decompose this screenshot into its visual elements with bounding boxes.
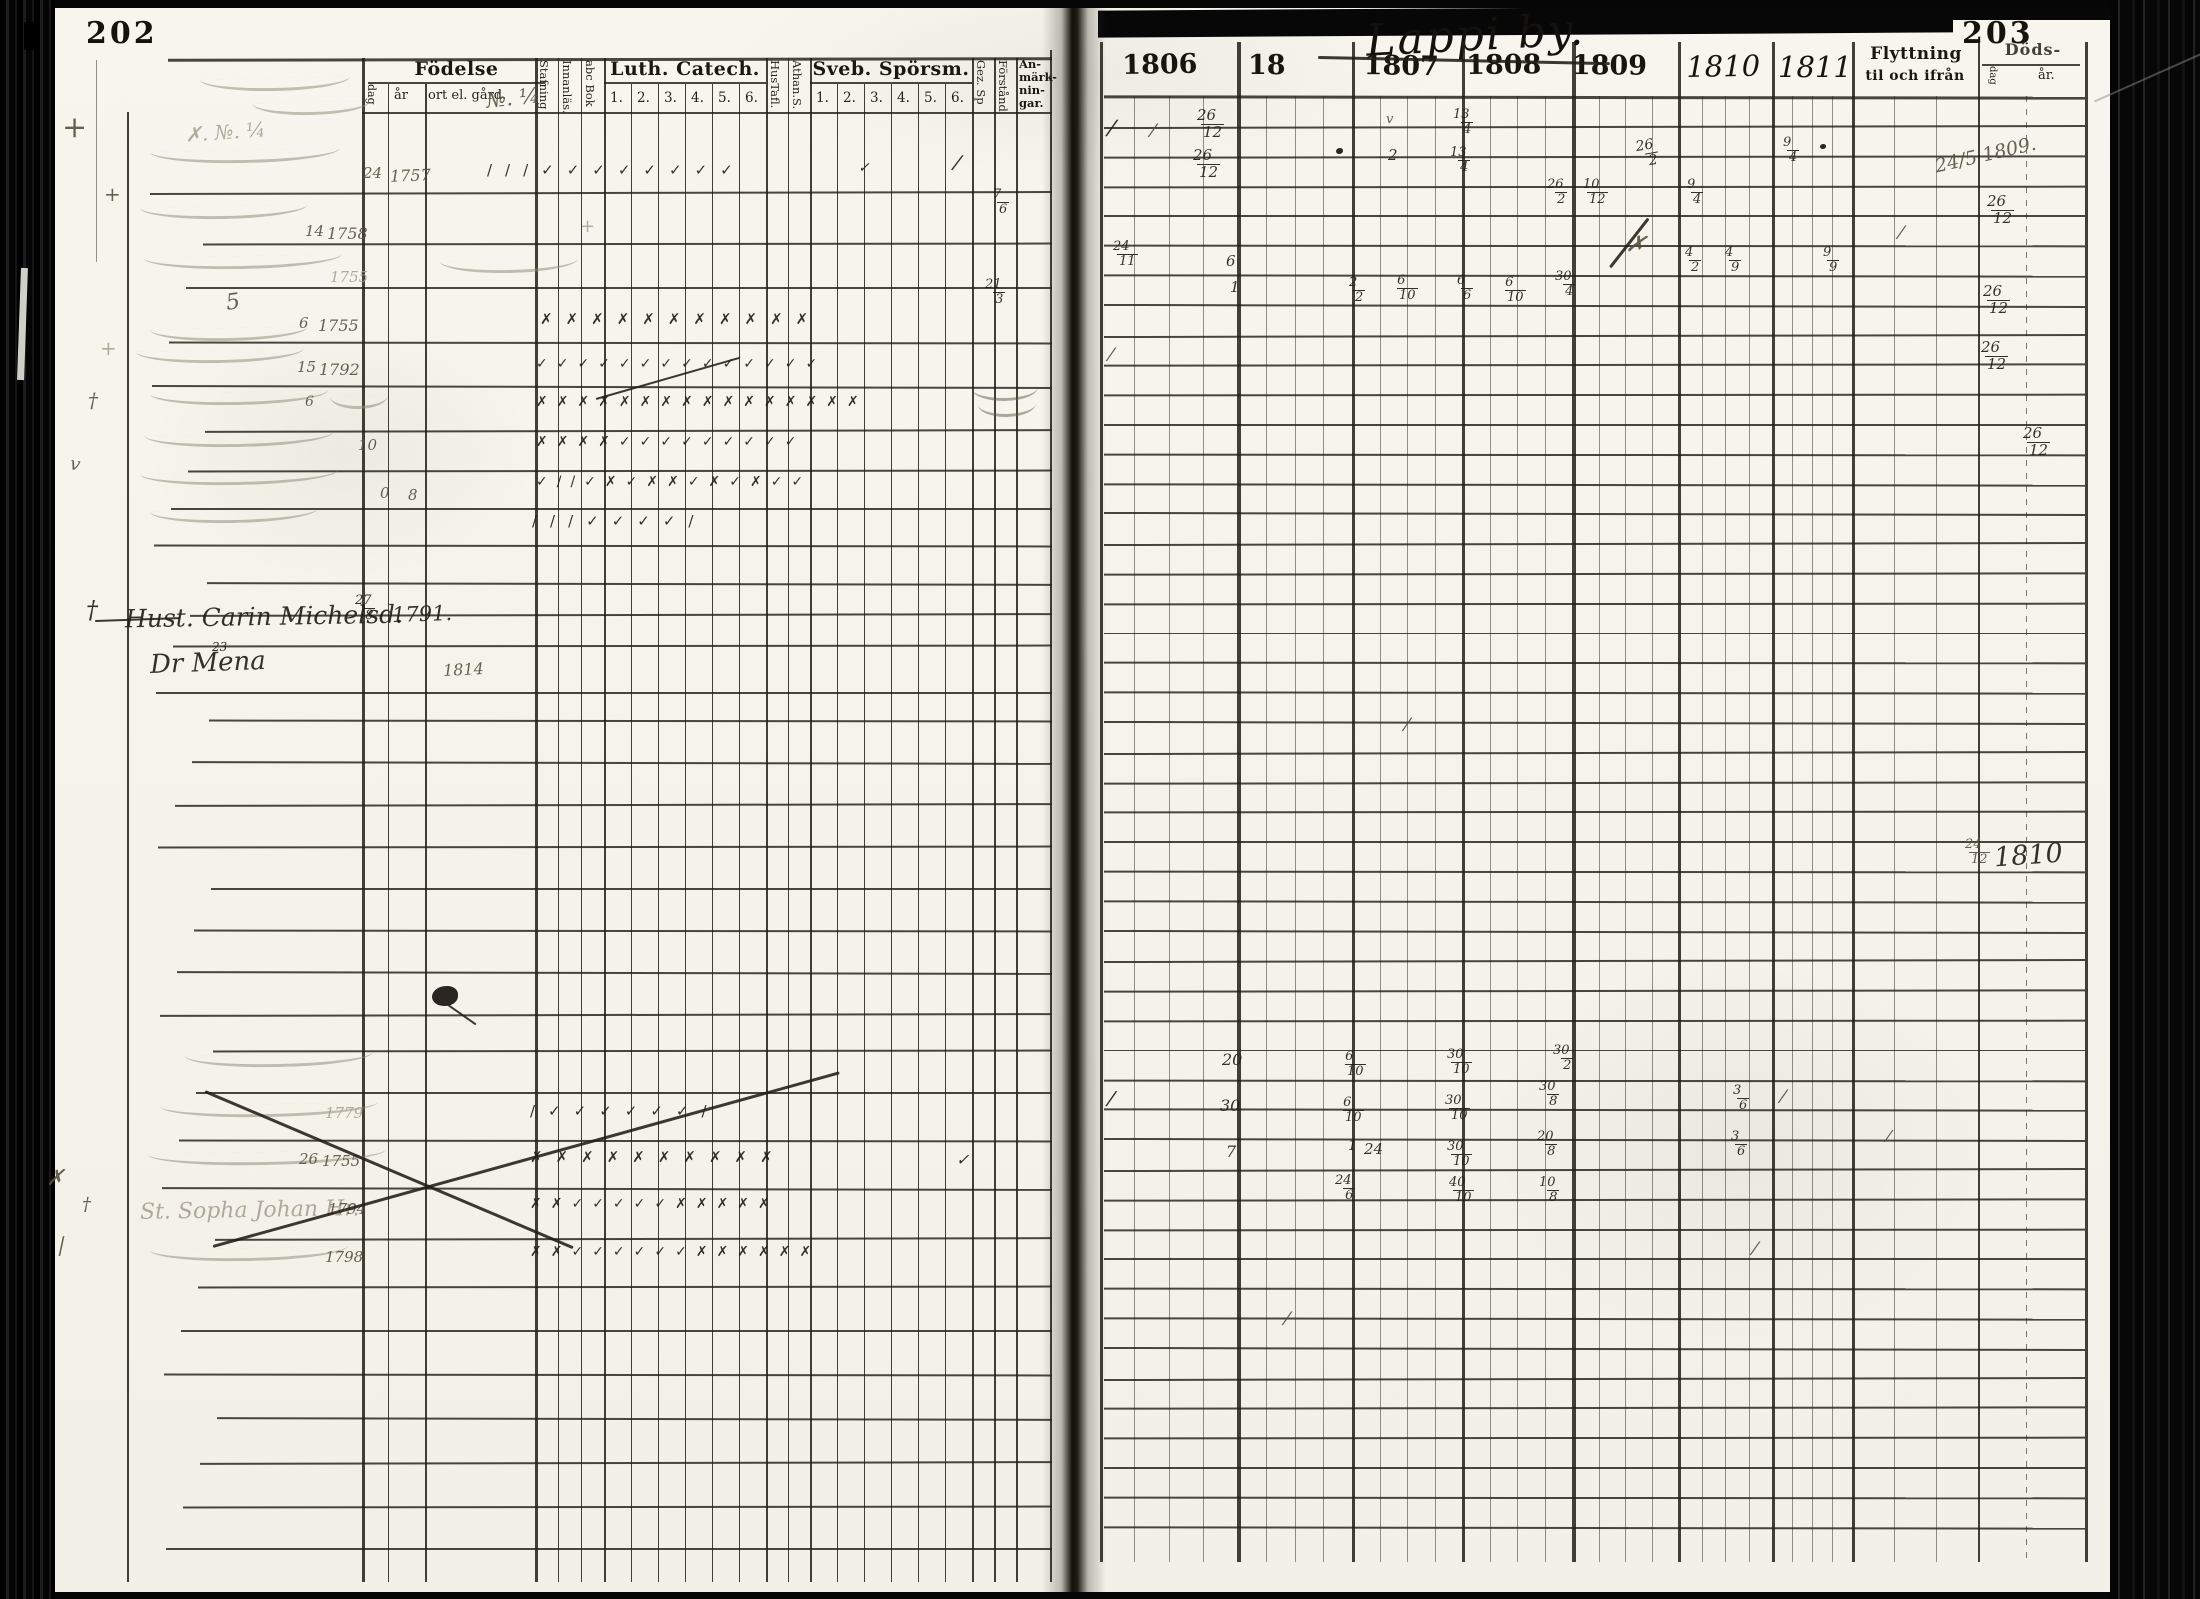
scan-ink-blob xyxy=(24,22,40,50)
header-anmarkningar: An-märk-nin-gar. xyxy=(1019,58,1057,110)
anmarkningar-line: nin- xyxy=(1019,83,1045,97)
header-flyttning-2: til och ifrån xyxy=(1865,68,1965,84)
page-number-right: 203 xyxy=(1962,16,2034,51)
book-edge-right xyxy=(2110,0,2200,1599)
anmarkningar-line: märk- xyxy=(1019,70,1057,84)
header-luth-catech: Luth. Catech. xyxy=(610,58,760,80)
header-flyttning: Flyttning xyxy=(1870,44,1962,64)
header-sveb-sporsm: Sveb. Spörsm. xyxy=(812,58,970,80)
header-dods: Döds- xyxy=(2004,40,2062,59)
anmarkningar-line: gar. xyxy=(1019,96,1044,110)
scan-top-shadow-right xyxy=(1948,8,2110,20)
header-fodelse: Födelse xyxy=(414,58,499,80)
page-number-left: 202 xyxy=(86,16,158,51)
book-gutter-fold xyxy=(1042,8,1106,1592)
book-edge-left xyxy=(0,0,55,1599)
